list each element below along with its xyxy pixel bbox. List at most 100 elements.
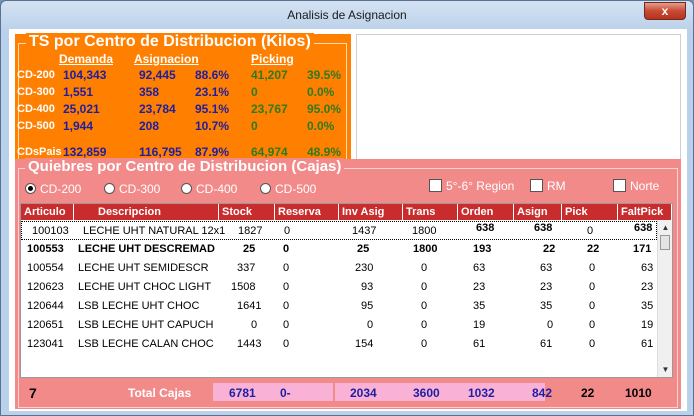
table-row[interactable]: 120623 LECHE UHT CHOC LIGHT 1508 0 93 0 …: [21, 278, 657, 297]
ts-demanda: 25,021: [63, 102, 100, 116]
col-inv-asig[interactable]: Inv Asig: [339, 204, 403, 220]
cell-orden: 23: [473, 281, 486, 293]
table-row[interactable]: 120651 LSB LECHE UHT CAPUCH 0 0 0 0 19 0…: [21, 316, 657, 335]
cell-articulo: 120651: [27, 319, 64, 331]
cell-inv-asig: 154: [355, 338, 374, 350]
table-row[interactable]: 100103 LECHE UHT NATURAL 12x1 1827 0 143…: [21, 221, 657, 240]
quiebres-grid[interactable]: Articulo Descripcion Stock Reserva Inv A…: [20, 203, 673, 378]
col-stock[interactable]: Stock: [219, 204, 275, 220]
radio-label: CD-300: [119, 182, 161, 196]
cell-descripcion: LSB LECHE UHT CHOC: [78, 300, 200, 312]
cell-faltpick: 61: [641, 338, 654, 350]
col-reserva[interactable]: Reserva: [275, 204, 339, 220]
cell-stock: 1641: [237, 300, 262, 312]
cell-trans: 0: [421, 319, 428, 331]
cell-pick: 22: [587, 243, 600, 255]
radio-cd-500[interactable]: CD-500: [260, 182, 316, 196]
scroll-down-icon[interactable]: ▼: [661, 365, 670, 374]
cell-faltpick: 35: [641, 300, 654, 312]
header-demanda: Demanda: [59, 52, 114, 66]
table-row[interactable]: 123041 LSB LECHE CALAN CHOC 1443 0 154 0…: [21, 335, 657, 354]
scroll-up-icon[interactable]: ▲: [661, 223, 670, 232]
radio-empty-icon: [181, 183, 192, 194]
cell-reserva: 0: [284, 225, 291, 237]
cell-reserva: 0: [283, 319, 290, 331]
title-bar[interactable]: Analisis de Asignacion x: [1, 1, 693, 29]
check-norte[interactable]: Norte: [613, 179, 659, 193]
ts-row-label: CD-300: [17, 86, 55, 98]
ts-pick-pct: 95.0%: [307, 102, 342, 116]
total-count: 7: [29, 385, 37, 401]
cell-asign: 23: [540, 281, 553, 293]
cell-pick: 0: [589, 319, 596, 331]
table-row[interactable]: 100553 LECHE UHT DESCREMAD 25 0 25 1800 …: [21, 240, 657, 259]
checkbox-icon: [530, 179, 543, 192]
cell-faltpick: 171: [633, 243, 652, 255]
cell-asign: 61: [540, 338, 553, 350]
cell-reserva: 0: [283, 262, 290, 274]
cell-faltpick: 63: [641, 262, 654, 274]
col-orden[interactable]: Orden: [458, 204, 514, 220]
cell-descripcion: LSB LECHE CALAN CHOC: [78, 338, 214, 350]
cell-descripcion: LECHE UHT SEMIDESCR: [78, 262, 209, 274]
check-label: RM: [547, 179, 566, 193]
ts-demanda: 104,343: [63, 68, 107, 82]
window-title: Analisis de Asignacion: [287, 8, 407, 22]
highlight-bar: [335, 383, 545, 401]
check-rm[interactable]: RM: [530, 179, 566, 193]
radio-empty-icon: [260, 183, 271, 194]
quiebres-panel: Quiebres por Centro de Distribucion (Caj…: [15, 158, 681, 409]
ts-asignacion: 23,784: [139, 102, 176, 116]
ts-asig-pct: 88.6%: [195, 68, 230, 82]
cell-descripcion: LECHE UHT CHOC LIGHT: [78, 281, 212, 293]
total-label: Total Cajas: [128, 386, 192, 400]
cell-asign: 22: [543, 243, 556, 255]
client-area: TS por Centro de Distribucion (Kilos) De…: [9, 29, 687, 411]
ts-picking: 0: [251, 85, 258, 99]
cell-inv-asig: 93: [361, 281, 374, 293]
ts-asignacion: 92,445: [139, 68, 176, 82]
close-button[interactable]: x: [644, 2, 686, 20]
cell-faltpick: 19: [641, 319, 654, 331]
cell-trans: 1800: [413, 243, 438, 255]
radio-empty-icon: [104, 183, 115, 194]
table-row[interactable]: 120644 LSB LECHE UHT CHOC 1641 0 95 0 35…: [21, 297, 657, 316]
total-trans: 3600: [413, 386, 440, 400]
col-articulo[interactable]: Articulo: [21, 204, 74, 220]
ts-picking: 41,207: [251, 68, 288, 82]
total-faltpick: 1010: [625, 386, 652, 400]
ts-picking: 23,767: [251, 102, 288, 116]
checkbox-icon: [613, 179, 626, 192]
highlight-bar: [213, 383, 333, 401]
col-faltpick[interactable]: FaltPick: [618, 204, 672, 220]
scroll-thumb[interactable]: [660, 235, 670, 250]
vertical-scrollbar[interactable]: ▲ ▼: [657, 220, 672, 377]
ts-asig-pct: 10.7%: [195, 119, 230, 133]
cell-stock: 25: [243, 243, 256, 255]
cell-faltpick: 638: [634, 222, 653, 234]
cell-asign: 0: [547, 319, 554, 331]
ts-row-label: CD-400: [17, 103, 55, 115]
col-pick[interactable]: Pick: [562, 204, 618, 220]
cell-pick: 0: [589, 300, 596, 312]
table-row[interactable]: 100554 LECHE UHT SEMIDESCR 337 0 230 0 6…: [21, 259, 657, 278]
quiebres-frame: [18, 168, 678, 408]
cell-reserva: 0: [283, 281, 290, 293]
total-reserva: 0-: [280, 386, 291, 400]
radio-cd-300[interactable]: CD-300: [104, 182, 160, 196]
radio-selected-icon: [25, 183, 36, 194]
cell-trans: 0: [421, 338, 428, 350]
col-asign[interactable]: Asign: [514, 204, 562, 220]
check-region[interactable]: 5°-6° Region: [429, 179, 514, 193]
ts-row-label: CDsPais: [17, 146, 62, 158]
cell-pick: 0: [587, 225, 594, 237]
cell-orden: 61: [473, 338, 486, 350]
radio-cd-400[interactable]: CD-400: [181, 182, 237, 196]
ts-row-label: CD-500: [17, 120, 55, 132]
cell-inv-asig: 0: [367, 319, 374, 331]
col-descripcion[interactable]: Descripcion: [74, 204, 219, 220]
col-trans[interactable]: Trans: [403, 204, 458, 220]
ts-asig-pct: 95.1%: [195, 102, 230, 116]
radio-cd-200[interactable]: CD-200: [25, 182, 81, 196]
cell-stock: 1508: [231, 281, 256, 293]
